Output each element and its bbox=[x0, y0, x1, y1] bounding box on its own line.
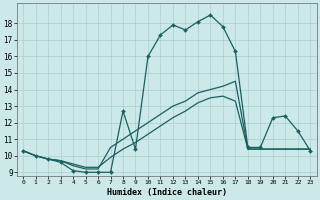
X-axis label: Humidex (Indice chaleur): Humidex (Indice chaleur) bbox=[107, 188, 227, 197]
